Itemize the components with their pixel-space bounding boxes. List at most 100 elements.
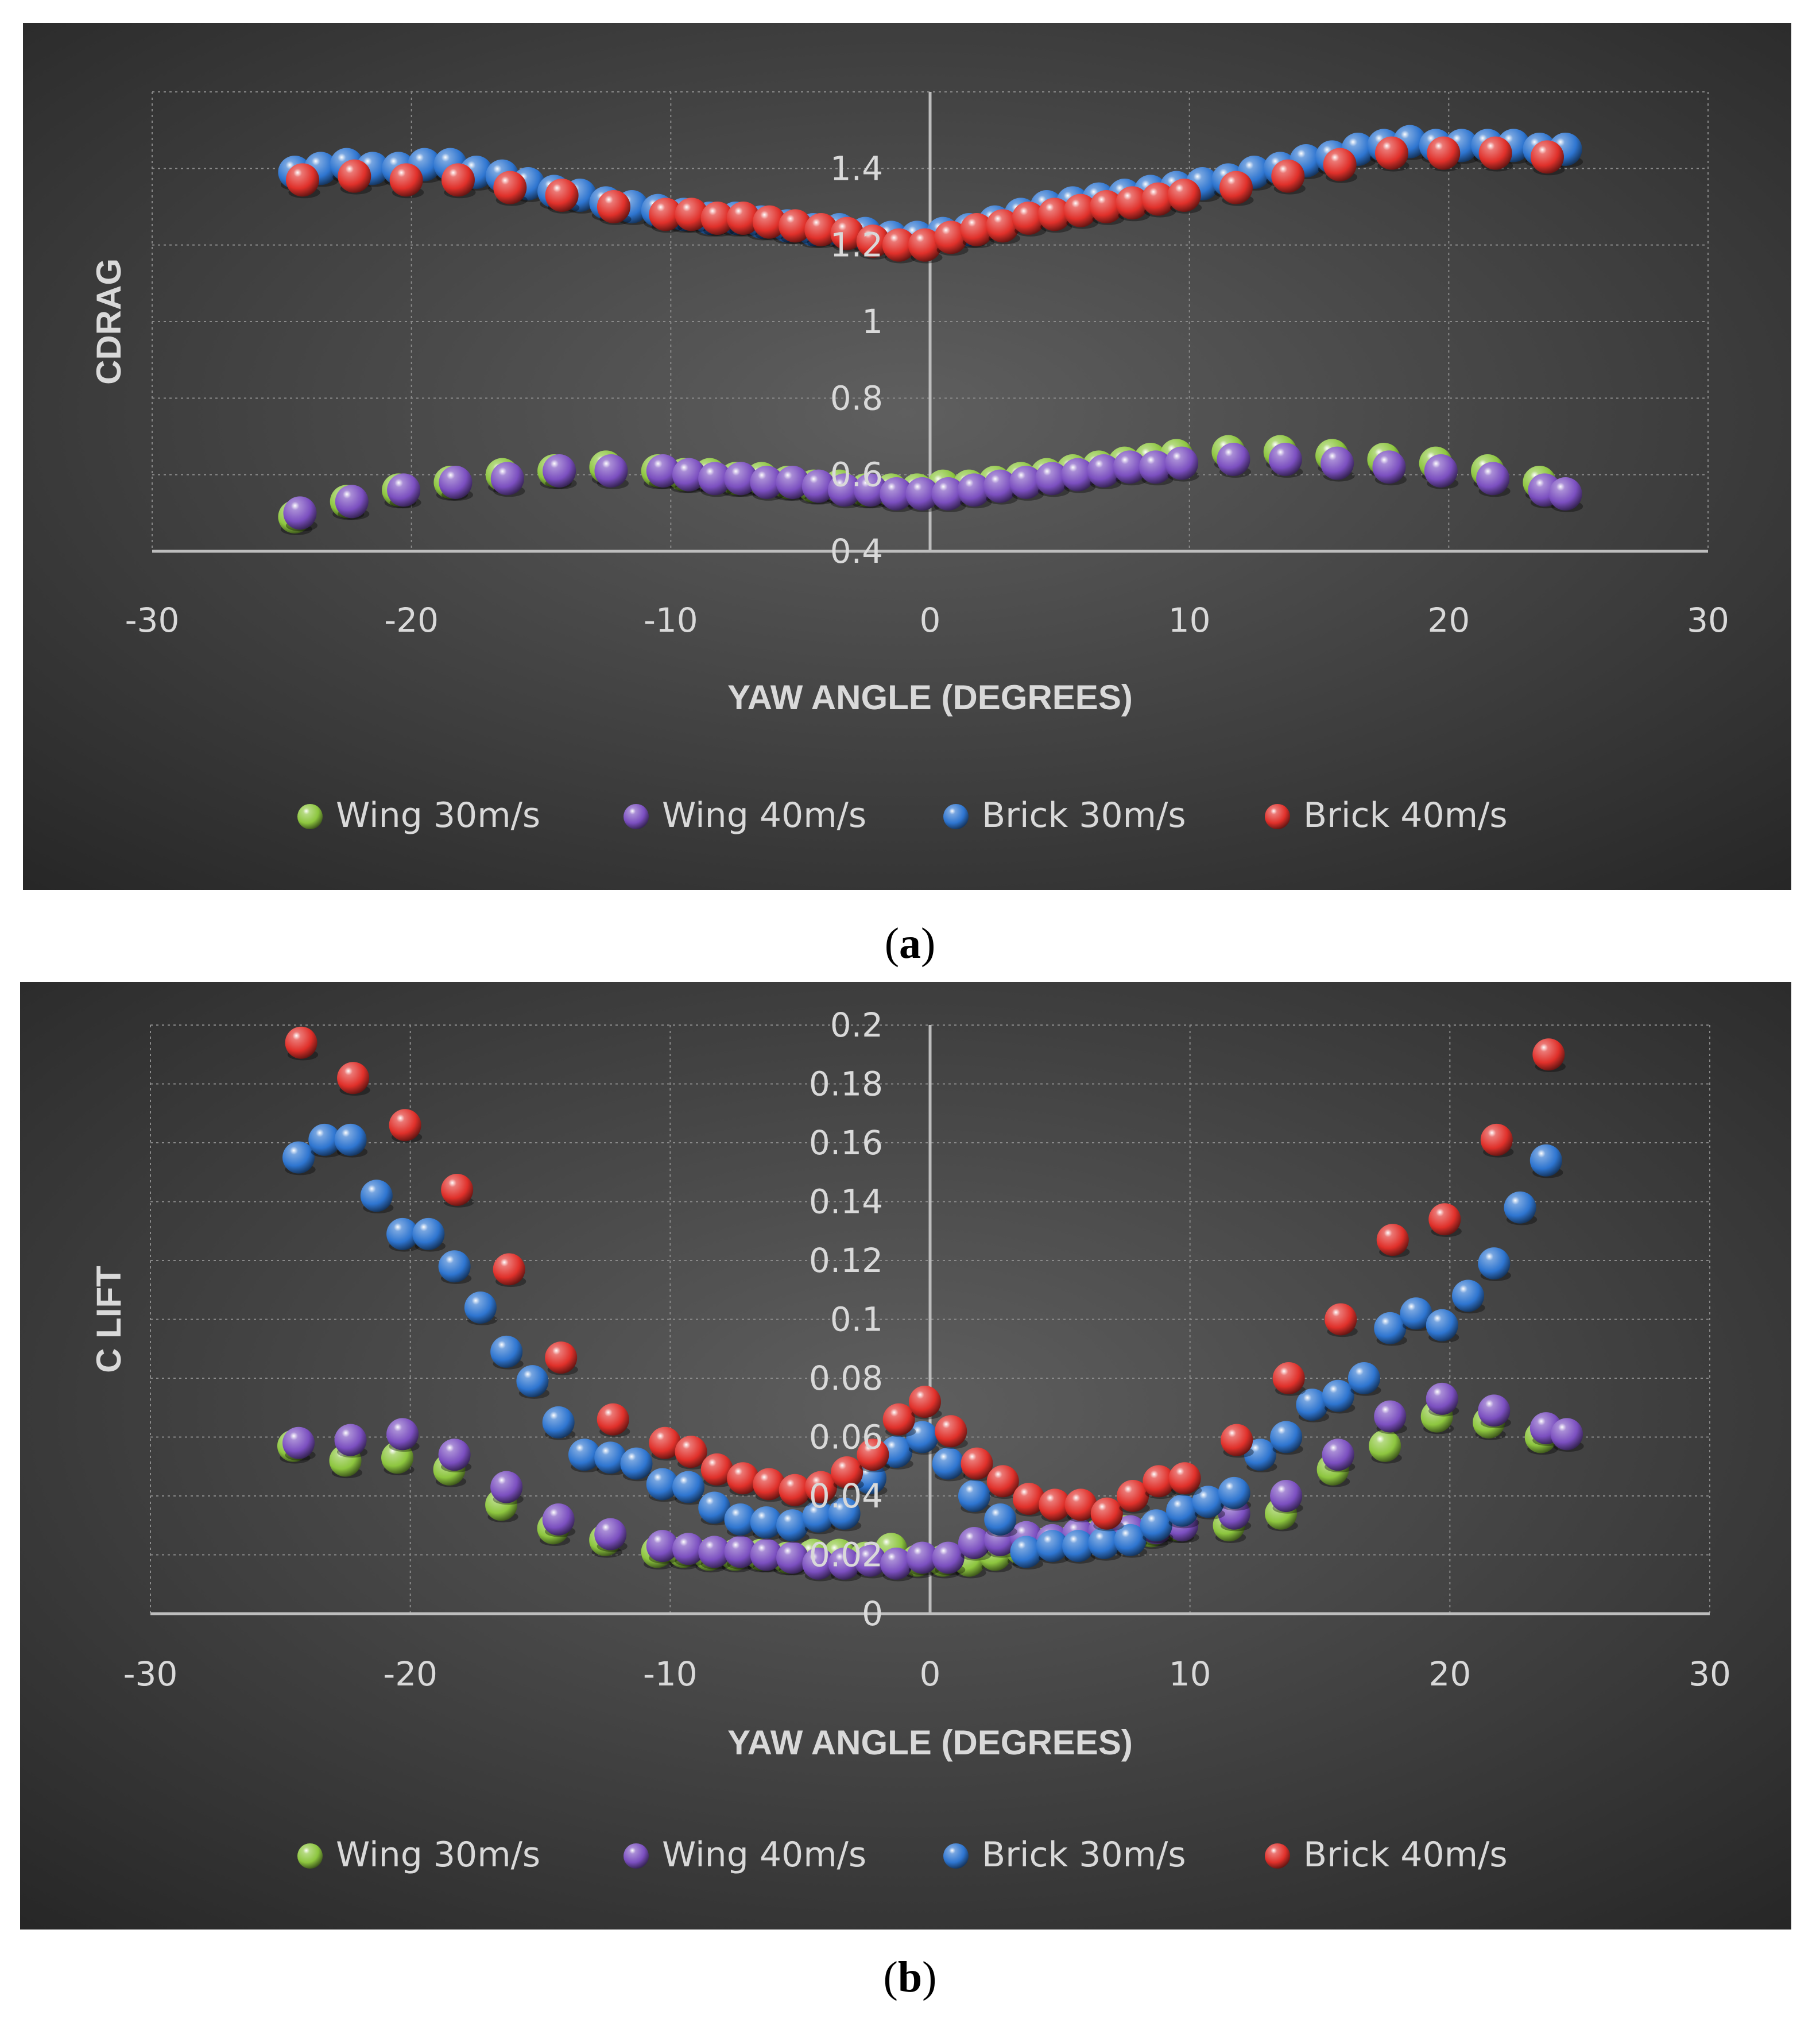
data-point	[1271, 159, 1305, 193]
chart-a: -30 -20 -10 0 10 20 30 0.4 0.6 0.8 1 1.2 1.4 YAW ANGL…	[23, 23, 1791, 890]
caption-b-letter: b	[897, 1953, 923, 2001]
data-point	[1088, 1527, 1121, 1559]
series-brick-40m-s	[285, 136, 1565, 264]
data-point	[1272, 1362, 1305, 1394]
x-tick-label: 30	[1687, 601, 1729, 640]
data-point	[620, 1447, 653, 1480]
data-point	[932, 1541, 965, 1574]
data-point	[1369, 1429, 1401, 1462]
data-point	[983, 469, 1017, 503]
data-point	[646, 1468, 679, 1501]
data-point	[1270, 1421, 1303, 1453]
caption-a-letter: a	[899, 919, 921, 968]
data-point	[1087, 454, 1121, 488]
data-point	[801, 469, 835, 503]
data-point	[905, 477, 939, 511]
data-point	[308, 1123, 341, 1156]
legend-marker	[297, 804, 323, 829]
y-tick-label: 0	[862, 1594, 883, 1633]
data-point	[545, 1341, 578, 1374]
data-point	[1010, 1536, 1043, 1568]
data-point	[334, 1123, 367, 1156]
series-brick-40m-s	[285, 1026, 1566, 1532]
legend: Wing 30m/s Wing 40m/s Brick 30m/s Brick 40m…	[297, 1835, 1508, 1875]
data-point	[1530, 140, 1564, 174]
data-point	[1400, 1297, 1432, 1330]
data-point	[389, 1109, 421, 1142]
data-point	[1478, 1394, 1511, 1427]
legend-marker	[943, 804, 969, 829]
data-point	[490, 462, 524, 496]
data-point	[1478, 1247, 1511, 1280]
data-point	[490, 1471, 523, 1503]
data-point	[1476, 462, 1510, 496]
data-point	[1035, 462, 1069, 496]
data-point	[752, 205, 786, 239]
data-point	[726, 202, 760, 235]
y-tick-label: 1	[862, 302, 883, 341]
data-point	[283, 496, 317, 530]
data-point	[1529, 1144, 1562, 1177]
data-point	[1478, 136, 1512, 170]
data-point	[285, 163, 319, 197]
y-tick-label: 0.04	[809, 1476, 883, 1515]
data-point	[961, 1447, 993, 1480]
data-point	[594, 1518, 627, 1550]
data-point	[1268, 443, 1302, 476]
y-tick-label: 0.16	[809, 1123, 883, 1162]
data-point	[1376, 1224, 1409, 1256]
data-point	[700, 202, 734, 235]
data-point	[882, 228, 916, 262]
data-point	[1321, 446, 1354, 480]
data-point	[438, 1250, 471, 1283]
data-point	[282, 1141, 315, 1174]
data-point	[804, 1471, 837, 1503]
data-point	[649, 198, 683, 231]
data-point	[700, 1453, 733, 1486]
data-point	[935, 1415, 967, 1448]
x-tick-label: -10	[643, 1654, 698, 1693]
data-point	[1219, 171, 1253, 204]
data-point	[1061, 458, 1095, 492]
data-point	[957, 473, 991, 507]
data-point	[360, 1180, 393, 1212]
data-point	[750, 1538, 783, 1571]
data-point	[1117, 1480, 1149, 1512]
data-point	[1322, 1379, 1354, 1412]
legend-label: Wing 30m/s	[336, 795, 540, 836]
x-tick-label: -10	[644, 601, 698, 640]
data-point	[1166, 1494, 1199, 1527]
data-point	[750, 1506, 783, 1539]
data-point	[724, 462, 758, 496]
data-point	[1009, 466, 1043, 499]
y-axis-title: CDRAG	[90, 258, 128, 385]
data-point	[1426, 1382, 1458, 1415]
data-point	[857, 1439, 889, 1471]
chart-panel-b: -30 -20 -10 0 10 20 30 0 0.02 0.04 0.06 0.08 0.1 0.12…	[0, 982, 1820, 1930]
data-point	[1113, 450, 1147, 484]
data-point	[753, 1468, 785, 1501]
data-point	[776, 1541, 809, 1574]
data-point	[386, 1418, 419, 1451]
data-point	[1452, 1279, 1485, 1312]
data-point	[1296, 1389, 1329, 1421]
data-point	[1426, 1309, 1458, 1341]
data-point	[1504, 1191, 1536, 1224]
y-tick-label: 0.06	[809, 1418, 883, 1457]
data-point	[1323, 148, 1357, 181]
data-point	[1012, 202, 1045, 235]
data-point	[516, 1365, 549, 1398]
legend-label: Brick 40m/s	[1303, 795, 1508, 836]
x-tick-label: -20	[383, 1654, 437, 1693]
legend-marker	[297, 1843, 323, 1869]
data-point	[1143, 1465, 1175, 1498]
data-point	[698, 462, 732, 496]
data-point	[1218, 1476, 1250, 1509]
data-point	[1244, 1439, 1276, 1471]
x-axis-title: YAW ANGLE (DEGREES)	[727, 1723, 1133, 1762]
legend-marker	[1265, 804, 1290, 829]
data-point	[880, 477, 913, 511]
data-point	[1480, 1123, 1513, 1156]
legend-marker	[1265, 1843, 1290, 1869]
data-point	[1114, 1524, 1147, 1556]
